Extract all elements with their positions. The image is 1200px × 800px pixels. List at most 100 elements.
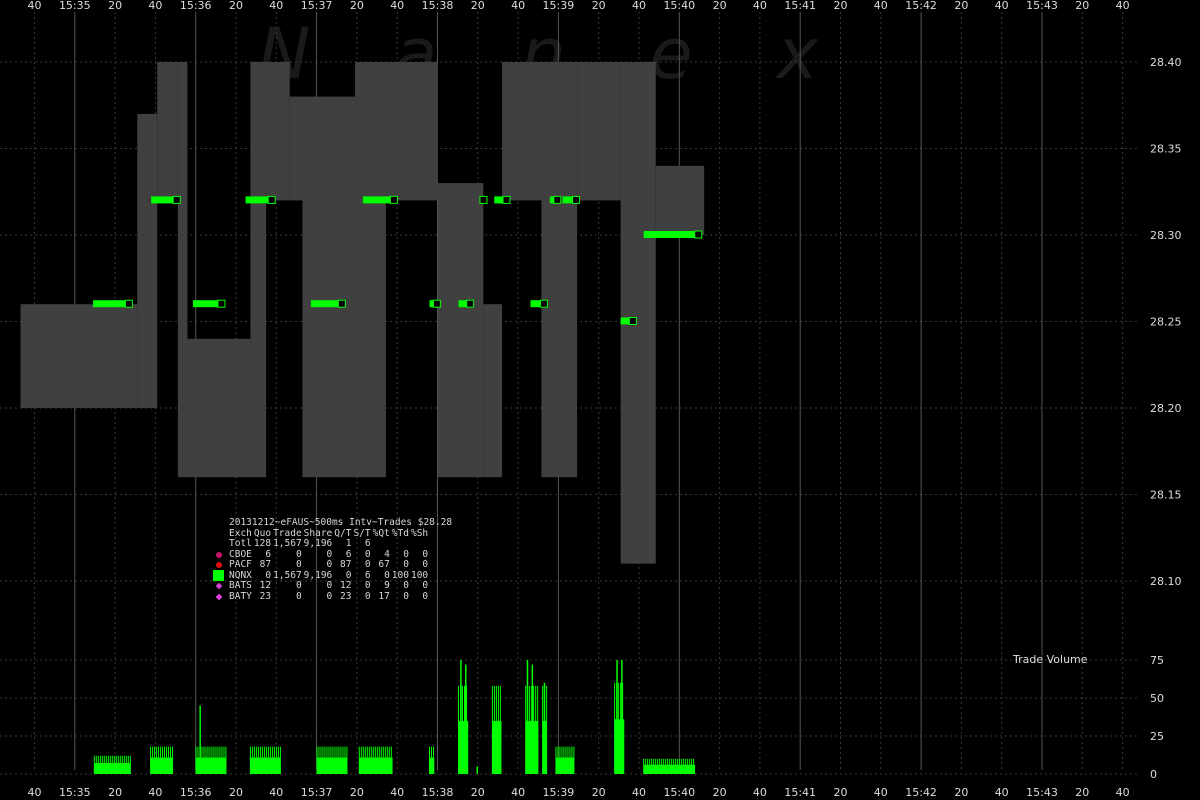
trade-bar (151, 196, 181, 204)
stats-cell: 0 (422, 590, 429, 602)
nbbo-band (302, 96, 356, 478)
stats-cell: 23 (259, 590, 272, 602)
nbbo-band (266, 62, 290, 201)
stats-row: BATY 23 0 0 23 0 17 0 0 (215, 590, 430, 603)
price-tick-label: 28.30 (1150, 229, 1182, 242)
time-tick-bottom: 40 (995, 786, 1009, 799)
nbbo-band (437, 183, 484, 478)
trade-bar (562, 196, 580, 204)
time-tick-bottom: 40 (1116, 786, 1130, 799)
stats-cell: 0 (326, 559, 333, 570)
nbbo-band (137, 113, 158, 409)
trade-bar-end (389, 195, 398, 204)
volume-run (555, 757, 575, 774)
stats-row: NQNX 0 1,567 9,196 0 6 0 100 100 (213, 569, 430, 582)
nbbo-band (250, 62, 267, 478)
nbbo-band (541, 62, 578, 478)
time-tick-bottom: 40 (632, 786, 646, 799)
time-tick-bottom: 20 (350, 786, 364, 799)
stats-cell: 100 (391, 569, 409, 581)
time-tick-top: 40 (269, 0, 283, 12)
stats-cell: 0 (326, 590, 333, 602)
stats-cell: 0 (265, 569, 272, 581)
trade-bar-end (124, 299, 133, 308)
stats-cell: 128 (253, 538, 272, 549)
trade-bar (494, 196, 510, 204)
price-tick-label: 28.25 (1150, 316, 1182, 329)
time-tick-top: 40 (632, 0, 646, 12)
time-tick-top: 15:35 (59, 0, 91, 12)
time-tick-bottom: 40 (269, 786, 283, 799)
time-tick-top: 20 (1075, 0, 1089, 12)
time-tick-bottom: 15:43 (1026, 786, 1058, 799)
time-tick-bottom: 20 (592, 786, 606, 799)
trade-bar-end (466, 299, 475, 308)
trade-bar (192, 300, 225, 308)
nbbo-band (157, 62, 178, 201)
stats-row: BATS 12 0 0 12 0 9 0 0 (215, 580, 430, 592)
stats-exchange-name: NQNX (213, 569, 254, 582)
stats-cell (392, 539, 411, 550)
stats-cell: 23 (340, 590, 352, 602)
exchange-stats-table: 20131212~eFAUS~500ms Intv~Trades $28.28 … (213, 517, 452, 603)
stats-col-header: %Td (391, 527, 409, 539)
stats-cell: 12 (340, 580, 352, 591)
stats-exchange-name: BATS (215, 580, 254, 592)
stats-cell: 0 (326, 580, 333, 591)
stats-cell: 0 (295, 559, 302, 570)
volume-tick-label: 50 (1150, 692, 1164, 705)
stats-cell: 6 (364, 538, 371, 549)
time-tick-bottom: 20 (713, 786, 727, 799)
trade-bar-end (553, 195, 562, 204)
stats-exchange-name: PACF (216, 559, 254, 571)
nbbo-band (289, 96, 303, 201)
time-tick-bottom: 20 (108, 786, 122, 799)
time-tick-top: 40 (390, 0, 404, 12)
trade-bar (362, 196, 398, 204)
stats-exchange-name: CBOE (216, 549, 254, 561)
stats-cell: 0 (364, 580, 371, 591)
time-tick-bottom: 15:37 (301, 786, 333, 799)
stats-cell: 0 (403, 590, 409, 602)
nbbo-band (655, 165, 705, 235)
stats-cell: 6 (265, 548, 272, 560)
stats-col-header: %Sh (410, 527, 429, 539)
volume-tick-label: 75 (1150, 654, 1164, 667)
price-tick-label: 28.15 (1150, 489, 1182, 502)
time-tick-top: 40 (28, 0, 42, 12)
volume-run (458, 721, 469, 774)
time-tick-bottom: 20 (229, 786, 243, 799)
stats-cell: 0 (403, 559, 409, 570)
price-tick-label: 28.35 (1150, 143, 1182, 156)
nbbo-band (177, 62, 188, 478)
price-tick-label: 28.40 (1150, 56, 1182, 69)
price-tick-label: 28.20 (1150, 402, 1182, 415)
stats-cell (411, 539, 430, 550)
exchange-square-icon (213, 569, 224, 581)
stats-row: CBOE 6 0 0 6 0 4 0 0 (216, 548, 430, 561)
stats-cell: 67 (378, 559, 390, 570)
stats-cell: 0 (422, 580, 429, 591)
stats-cell: 0 (295, 548, 302, 560)
trade-bar-end (502, 195, 511, 204)
time-tick-top: 20 (592, 0, 606, 12)
trade-bar (643, 231, 702, 238)
trade-bar-end (572, 195, 581, 204)
stats-cell: 0 (403, 580, 409, 591)
stats-col-header: %Qt (372, 527, 390, 539)
stats-cell: 6 (364, 569, 371, 581)
time-tick-bottom: 15:41 (784, 786, 816, 799)
stats-cell: 0 (364, 559, 371, 570)
stats-cell: 4 (384, 548, 390, 560)
time-tick-bottom: 40 (753, 786, 767, 799)
stats-cell: 0 (364, 590, 371, 602)
stats-cell: 87 (340, 559, 352, 570)
time-tick-top: 15:40 (663, 0, 695, 12)
stats-cell: 6 (345, 548, 352, 560)
nbbo-band (620, 62, 656, 564)
stats-row: PACF 87 0 0 87 0 67 0 0 (216, 559, 430, 571)
trade-bar (310, 300, 346, 308)
nbbo-band (20, 304, 138, 408)
time-tick-top: 40 (874, 0, 888, 12)
stats-cell: 1 (345, 538, 352, 549)
